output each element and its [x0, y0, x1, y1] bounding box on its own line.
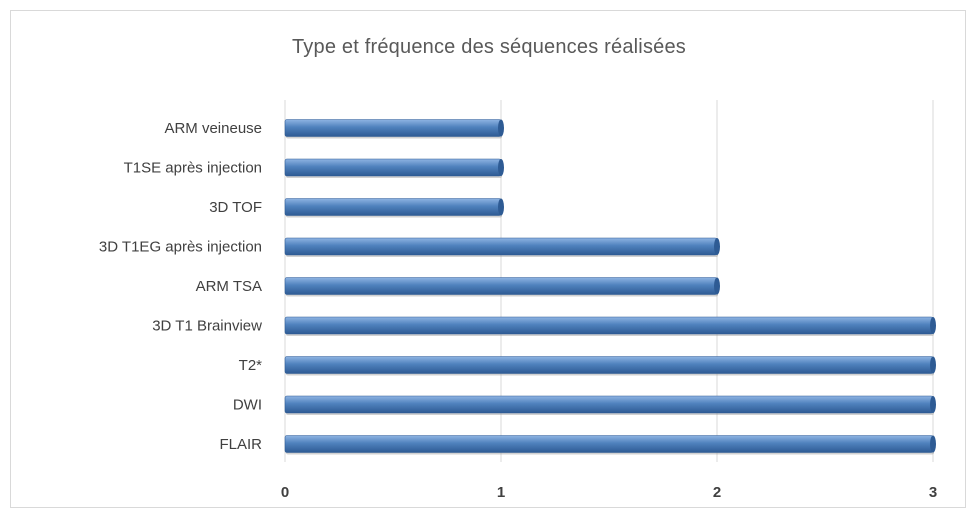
bars	[284, 119, 936, 455]
x-tick-label: 0	[281, 484, 289, 501]
category-label: ARM veineuse	[164, 120, 262, 137]
value-axis-labels: 0 1 2 3	[281, 484, 937, 501]
x-tick-label: 3	[929, 484, 937, 501]
bar	[284, 316, 934, 335]
category-label: T2*	[239, 357, 263, 374]
chart-title: Type et fréquence des séquences réalisée…	[291, 36, 686, 58]
bar-end-cap	[930, 356, 936, 374]
bar-end-cap	[498, 198, 504, 216]
bar-end-cap	[714, 238, 720, 255]
category-label: 3D TOF	[209, 199, 262, 216]
chart-frame	[10, 10, 966, 508]
x-tick-label: 2	[713, 484, 721, 501]
bar	[284, 356, 934, 374]
bar-end-cap	[930, 435, 936, 453]
category-label: 3D T1EG après injection	[99, 239, 262, 256]
bar-end-cap	[498, 159, 504, 176]
category-axis-labels: ARM veineuse T1SE après injection 3D TOF 3D…	[99, 120, 262, 453]
bar-end-cap	[930, 396, 936, 413]
bar	[284, 158, 502, 177]
category-label: FLAIR	[219, 436, 262, 453]
category-label: 3D T1 Brainview	[152, 318, 262, 335]
bar	[284, 237, 718, 256]
bar	[284, 435, 934, 453]
x-tick-label: 1	[497, 484, 505, 501]
bar-end-cap	[930, 317, 936, 334]
bar-end-cap	[714, 277, 720, 295]
category-label: DWI	[233, 397, 262, 414]
bar	[284, 119, 502, 137]
bar	[284, 198, 502, 216]
bar-end-cap	[498, 119, 504, 137]
bar	[284, 395, 934, 414]
category-label: T1SE après injection	[124, 160, 262, 177]
bar	[284, 277, 718, 295]
category-label: ARM TSA	[196, 278, 262, 295]
